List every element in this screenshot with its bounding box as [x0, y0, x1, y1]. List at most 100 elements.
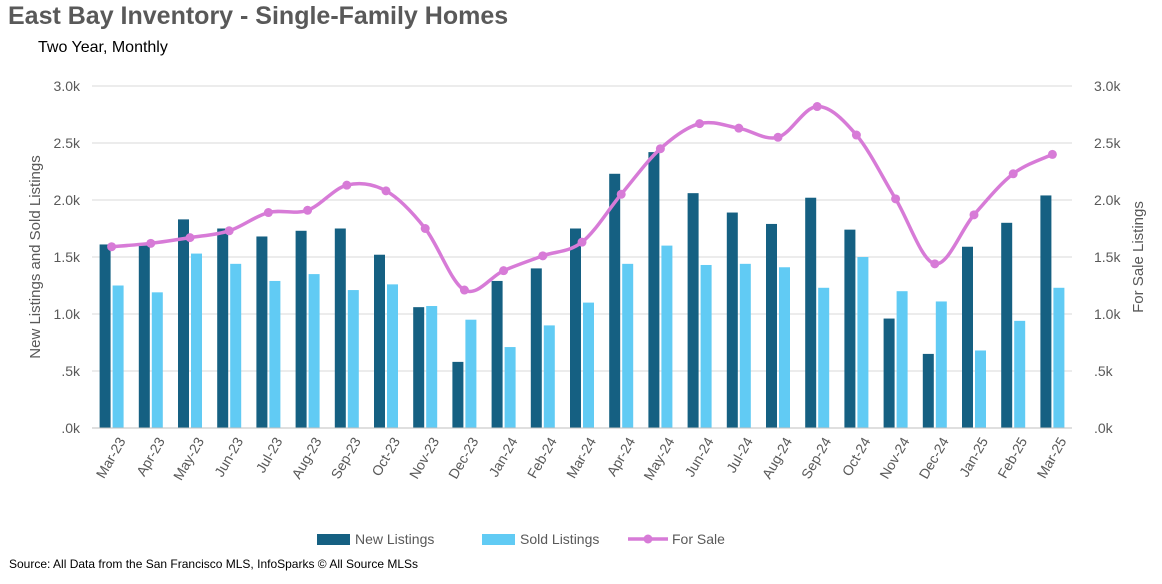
- x-tick-label: Feb-24: [524, 434, 560, 481]
- point-for-sale: [107, 242, 117, 252]
- y-right-tick-label: .5k: [1094, 363, 1114, 379]
- bar-sold-listings: [191, 253, 202, 428]
- x-tick-label: Jul-24: [723, 434, 756, 475]
- legend-marker-for-sale: [643, 534, 653, 544]
- legend-swatch-new-listings: [317, 534, 350, 545]
- point-for-sale: [930, 259, 940, 269]
- x-tick-label: Jun-24: [681, 434, 716, 479]
- x-tick-label: Sep-24: [798, 434, 835, 481]
- point-for-sale: [538, 251, 548, 261]
- bar-new-listings: [530, 268, 542, 428]
- x-tick-label: Oct-23: [368, 434, 403, 479]
- bar-sold-listings: [661, 245, 673, 428]
- point-for-sale: [499, 266, 509, 276]
- bar-sold-listings: [230, 263, 242, 428]
- point-for-sale: [1047, 149, 1057, 159]
- point-for-sale: [655, 144, 665, 154]
- point-for-sale: [851, 130, 861, 140]
- point-for-sale: [381, 186, 391, 196]
- legend-label-sold-listings: Sold Listings: [520, 531, 599, 547]
- y-right-tick-label: 2.0k: [1094, 192, 1121, 208]
- point-for-sale: [263, 208, 273, 218]
- y-right-tick-label: 1.5k: [1094, 249, 1121, 265]
- bar-new-listings: [726, 212, 738, 428]
- y-right-tick-label: 1.0k: [1094, 306, 1121, 322]
- bar-new-listings: [99, 244, 111, 428]
- x-tick-label: Aug-24: [759, 434, 796, 481]
- x-tick-label: Oct-24: [839, 434, 874, 479]
- bar-sold-listings: [857, 257, 869, 428]
- x-tick-label: Aug-23: [288, 434, 325, 481]
- y-right-tick-label: 2.5k: [1094, 135, 1121, 151]
- bar-sold-listings: [1014, 320, 1026, 428]
- point-for-sale: [146, 238, 156, 248]
- y-left-tick-label: 1.0k: [54, 306, 81, 322]
- x-tick-label: May-24: [640, 434, 677, 483]
- x-tick-label: Jul-23: [253, 434, 286, 475]
- bar-sold-listings: [779, 267, 790, 428]
- bar-new-listings: [295, 230, 307, 428]
- legend-label-new-listings: New Listings: [355, 531, 434, 547]
- point-for-sale: [303, 205, 313, 215]
- point-for-sale: [420, 224, 430, 233]
- chart-subtitle: Two Year, Monthly: [38, 39, 168, 56]
- bar-new-listings: [334, 228, 346, 428]
- bar-sold-listings: [151, 292, 163, 428]
- line-series: [107, 102, 1057, 295]
- x-tick-label: Apr-23: [133, 434, 168, 479]
- bar-new-listings: [922, 353, 934, 428]
- x-tick-label: Jun-23: [211, 434, 246, 479]
- x-tick-label: Jan-25: [956, 434, 991, 479]
- bar-sold-listings: [700, 264, 712, 428]
- bar-new-listings: [883, 318, 895, 428]
- chart-title: East Bay Inventory - Single-Family Homes: [8, 2, 509, 30]
- bar-new-listings: [256, 236, 268, 428]
- bar-new-listings: [413, 307, 425, 428]
- bar-new-listings: [609, 173, 621, 428]
- bar-sold-listings: [896, 291, 908, 428]
- y-left-tick-label: 2.5k: [54, 135, 81, 151]
- bar-sold-listings: [975, 350, 986, 428]
- x-tick-label: Nov-23: [406, 434, 443, 481]
- x-tick-label: Feb-25: [994, 434, 1030, 481]
- legend-swatch-sold-listings: [482, 534, 515, 545]
- point-for-sale: [812, 102, 822, 112]
- bar-new-listings: [1040, 195, 1052, 428]
- bar-sold-listings: [543, 325, 555, 428]
- bar-sold-listings: [583, 302, 594, 428]
- y-left-tick-label: .0k: [61, 420, 81, 436]
- bar-series: [99, 152, 1065, 428]
- y-left-tick-label: 3.0k: [54, 78, 81, 94]
- point-for-sale: [969, 210, 979, 220]
- bar-sold-listings: [112, 285, 124, 428]
- bar-new-listings: [178, 219, 189, 428]
- x-tick-label: Mar-24: [563, 434, 599, 481]
- bar-new-listings: [648, 152, 660, 428]
- x-tick-label: Sep-23: [327, 434, 364, 481]
- source-note: Source: All Data from the San Francisco …: [9, 557, 419, 571]
- x-tick-label: May-23: [170, 434, 207, 483]
- bar-new-listings: [217, 228, 229, 428]
- bar-new-listings: [687, 193, 699, 428]
- bar-sold-listings: [818, 287, 830, 428]
- bar-new-listings: [374, 254, 385, 428]
- y-axis-left-title: New Listings and Sold Listings: [27, 155, 44, 358]
- point-for-sale: [185, 233, 195, 243]
- bar-sold-listings: [347, 290, 359, 428]
- point-for-sale: [1008, 169, 1018, 179]
- bar-new-listings: [805, 197, 817, 428]
- point-for-sale: [224, 226, 234, 236]
- y-left-tick-label: 1.5k: [54, 249, 81, 265]
- point-for-sale: [459, 285, 469, 295]
- point-for-sale: [577, 237, 587, 247]
- y-right-tick-label: 3.0k: [1094, 78, 1121, 94]
- bar-sold-listings: [426, 306, 438, 428]
- bar-new-listings: [138, 245, 150, 428]
- y-right-tick-label: .0k: [1094, 420, 1114, 436]
- bar-sold-listings: [935, 301, 947, 428]
- bar-sold-listings: [1053, 287, 1065, 428]
- bar-new-listings: [766, 223, 777, 428]
- point-for-sale: [695, 119, 705, 129]
- bar-new-listings: [962, 246, 973, 428]
- bar-new-listings: [452, 361, 464, 428]
